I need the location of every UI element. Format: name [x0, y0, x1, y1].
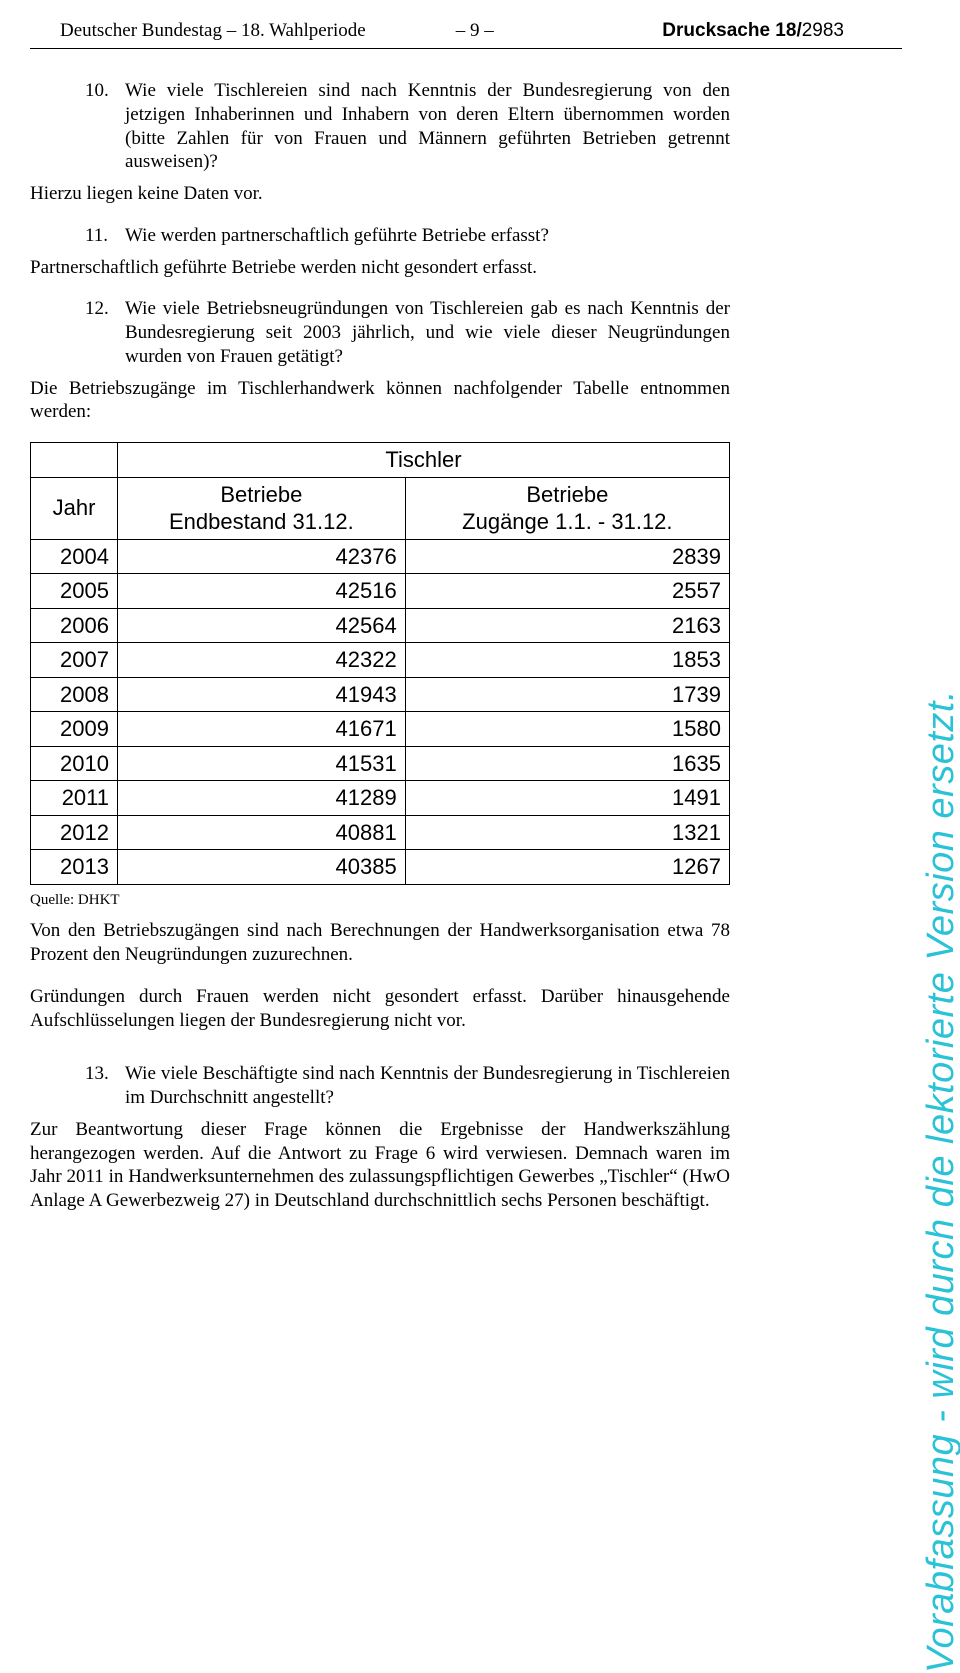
cell-end: 41531	[118, 746, 406, 781]
cell-zu: 1491	[405, 781, 729, 816]
cell-zu: 1267	[405, 850, 729, 885]
cell-zu: 1739	[405, 677, 729, 712]
cell-year: 2013	[31, 850, 118, 885]
question-12: 12. Wie viele Betriebsneugründungen von …	[85, 297, 730, 368]
drucksache-label: Drucksache 18/	[662, 20, 801, 41]
cell-year: 2005	[31, 574, 118, 609]
cell-year: 2008	[31, 677, 118, 712]
cell-end: 41943	[118, 677, 406, 712]
cell-end: 42322	[118, 643, 406, 678]
table-row: 2009416711580	[31, 712, 730, 747]
cell-year: 2004	[31, 539, 118, 574]
watermark-text: Vorabfassung - wird durch die lektoriert…	[920, 690, 960, 1673]
cell-zu: 2839	[405, 539, 729, 574]
cell-year: 2012	[31, 815, 118, 850]
cell-zu: 2163	[405, 608, 729, 643]
cell-end: 42564	[118, 608, 406, 643]
table-row: 2010415311635	[31, 746, 730, 781]
col-end-line1: Betriebe	[220, 482, 302, 507]
cell-zu: 1321	[405, 815, 729, 850]
tischler-table: Tischler Jahr Betriebe Endbestand 31.12.…	[30, 442, 730, 885]
cell-zu: 1580	[405, 712, 729, 747]
col-end-line2: Endbestand 31.12.	[169, 509, 354, 534]
table-title-row: Tischler	[31, 443, 730, 478]
cell-year: 2006	[31, 608, 118, 643]
table-row: 2007423221853	[31, 643, 730, 678]
cell-year: 2007	[31, 643, 118, 678]
question-13: 13. Wie viele Beschäftigte sind nach Ken…	[85, 1062, 730, 1110]
answer-12-p2: Gründungen durch Frauen werden nicht ges…	[30, 985, 730, 1033]
answer-13: Zur Beantwortung dieser Frage können die…	[30, 1118, 730, 1213]
col-zu-line1: Betriebe	[526, 482, 608, 507]
question-text: Wie werden partnerschaftlich geführte Be…	[125, 224, 730, 248]
cell-year: 2009	[31, 712, 118, 747]
col-zu-line2: Zugänge 1.1. - 31.12.	[462, 509, 672, 534]
question-number: 11.	[85, 224, 125, 248]
content: 10. Wie viele Tischlereien sind nach Ken…	[30, 79, 730, 1213]
cell-end: 41289	[118, 781, 406, 816]
question-text: Wie viele Beschäftigte sind nach Kenntni…	[125, 1062, 730, 1110]
question-number: 12.	[85, 297, 125, 368]
cell-zu: 1853	[405, 643, 729, 678]
header-page-number: – 9 –	[366, 20, 494, 42]
table-row: 2006425642163	[31, 608, 730, 643]
cell-year: 2010	[31, 746, 118, 781]
question-number: 10.	[85, 79, 125, 174]
table-row: 2011412891491	[31, 781, 730, 816]
cell-end: 41671	[118, 712, 406, 747]
table-row: 2013403851267	[31, 850, 730, 885]
col-year: Jahr	[31, 477, 118, 539]
cell-end: 40881	[118, 815, 406, 850]
col-endbestand: Betriebe Endbestand 31.12.	[118, 477, 406, 539]
table-row: 2012408811321	[31, 815, 730, 850]
question-11: 11. Wie werden partnerschaftlich geführt…	[85, 224, 730, 248]
question-number: 13.	[85, 1062, 125, 1110]
question-text: Wie viele Tischlereien sind nach Kenntni…	[125, 79, 730, 174]
table-header-row: Jahr Betriebe Endbestand 31.12. Betriebe…	[31, 477, 730, 539]
col-zugaenge: Betriebe Zugänge 1.1. - 31.12.	[405, 477, 729, 539]
drucksache-number: 2983	[802, 20, 844, 41]
table-row: 2005425162557	[31, 574, 730, 609]
page-header: Deutscher Bundestag – 18. Wahlperiode – …	[30, 20, 902, 49]
cell-zu: 2557	[405, 574, 729, 609]
question-10: 10. Wie viele Tischlereien sind nach Ken…	[85, 79, 730, 174]
cell-end: 42376	[118, 539, 406, 574]
header-left: Deutscher Bundestag – 18. Wahlperiode	[60, 20, 366, 42]
cell-zu: 1635	[405, 746, 729, 781]
question-text: Wie viele Betriebsneugründungen von Tisc…	[125, 297, 730, 368]
page: Vorabfassung - wird durch die lektoriert…	[0, 0, 960, 1313]
cell-year: 2011	[31, 781, 118, 816]
table-source: Quelle: DHKT	[30, 891, 730, 910]
answer-11: Partnerschaftlich geführte Betriebe werd…	[30, 256, 730, 280]
cell-end: 42516	[118, 574, 406, 609]
table-title: Tischler	[118, 443, 730, 478]
answer-12-p1: Von den Betriebszugängen sind nach Berec…	[30, 919, 730, 967]
answer-12-intro: Die Betriebszugänge im Tischlerhandwerk …	[30, 377, 730, 425]
cell-end: 40385	[118, 850, 406, 885]
header-right: Drucksache 18/2983	[662, 20, 844, 42]
table-row: 2004423762839	[31, 539, 730, 574]
table-row: 2008419431739	[31, 677, 730, 712]
table-empty-header	[31, 443, 118, 478]
answer-10: Hierzu liegen keine Daten vor.	[30, 182, 730, 206]
